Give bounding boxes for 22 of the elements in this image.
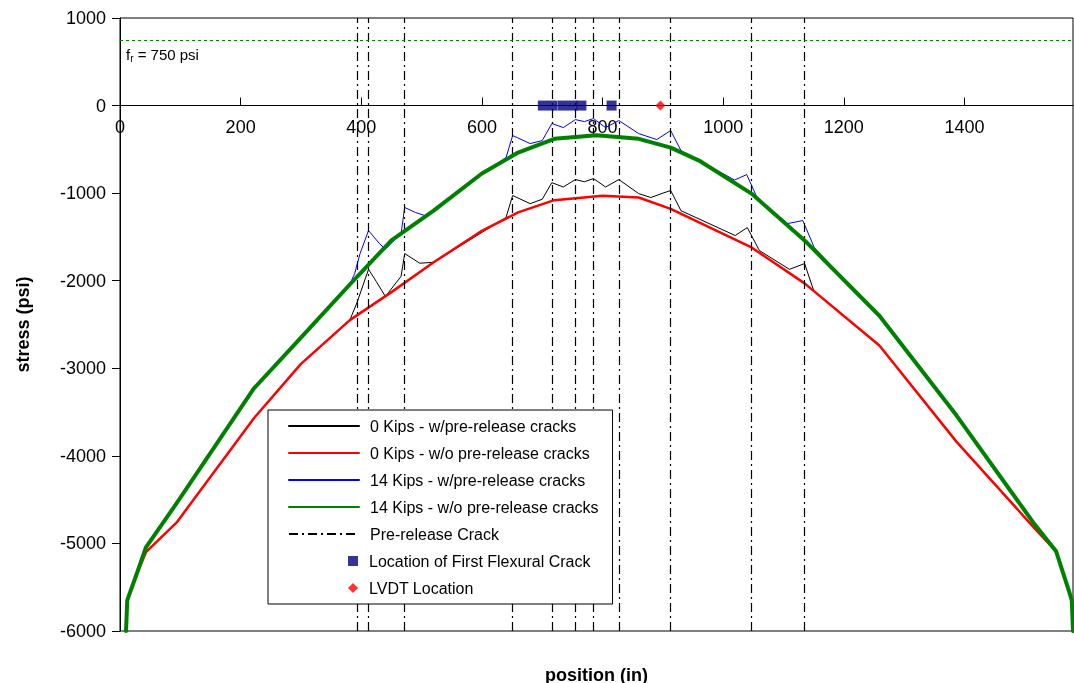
line-series: [124, 133, 1074, 633]
x-tick-label: 1000: [703, 116, 744, 137]
legend-label: 14 Kips - w/pre-release cracks: [370, 471, 586, 489]
y-tick-label: -6000: [59, 621, 106, 641]
legend-label: 0 Kips - w/pre-release cracks: [370, 417, 577, 435]
legend-label: 14 Kips - w/o pre-release cracks: [370, 498, 599, 516]
y-tick-label: -1000: [59, 183, 106, 204]
y-axis-title: stress (psi): [13, 276, 33, 373]
legend-label: 0 Kips - w/o pre-release cracks: [370, 444, 590, 462]
x-tick-label: 1200: [823, 116, 864, 137]
y-tick-label: -2000: [59, 270, 106, 291]
ref-line-label: Pre-release Crack: [370, 525, 500, 543]
y-tick-label: 0: [95, 95, 106, 116]
y-tick-label: -4000: [59, 445, 106, 466]
x-tick-label: 600: [466, 116, 497, 137]
x-tick-label: 1400: [944, 116, 985, 137]
legend-label: Location of First Flexural Crack: [369, 552, 592, 570]
x-tick-label: 200: [225, 116, 256, 137]
y-tick-label: -5000: [59, 533, 106, 554]
y-tick-label: -3000: [59, 358, 106, 379]
legend-label: LVDT Location: [369, 579, 474, 597]
y-tick-label: 1000: [65, 8, 106, 28]
